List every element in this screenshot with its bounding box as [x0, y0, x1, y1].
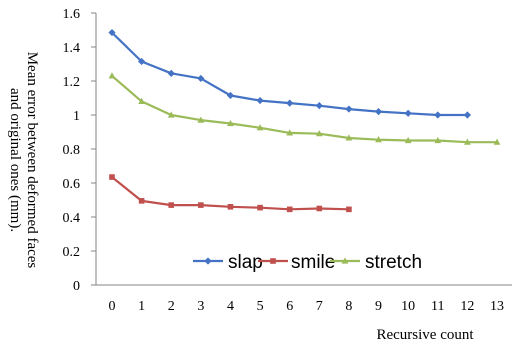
- x-tick-label: 7: [316, 299, 323, 314]
- x-tick-label: 0: [109, 299, 116, 314]
- data-point: [226, 91, 235, 100]
- y-tick-label: 1: [73, 109, 80, 124]
- x-tick-label: 11: [431, 299, 444, 314]
- y-tick-labels: 0 0.2 0.4 0.6 0.8 1 1.2 1.4 1.6: [63, 7, 81, 294]
- y-axis-title-line: Mean error between deformed faces: [24, 52, 40, 269]
- data-point: [345, 134, 353, 141]
- data-point: [345, 105, 353, 113]
- series-layer: [108, 28, 501, 213]
- data-point: [138, 57, 146, 66]
- data-point: [404, 136, 412, 144]
- y-tick-label: 1.2: [63, 75, 81, 90]
- series-smile: [109, 174, 352, 213]
- data-point: [286, 99, 294, 107]
- data-point: [198, 202, 204, 208]
- legend: slap smile stretch: [193, 252, 422, 273]
- legend-label: slap: [228, 252, 263, 273]
- x-tick-label: 1: [138, 299, 145, 314]
- data-point: [316, 205, 323, 212]
- data-point: [434, 136, 442, 144]
- data-point: [346, 206, 352, 213]
- x-tick-label: 2: [168, 299, 175, 314]
- data-point: [197, 116, 205, 123]
- y-tick-label: 0.6: [63, 177, 81, 192]
- data-point: [434, 111, 442, 119]
- y-tick-label: 1.6: [63, 7, 81, 22]
- x-tick-label: 13: [490, 299, 504, 314]
- x-tick-label: 4: [227, 299, 234, 314]
- legend-label: smile: [291, 252, 335, 273]
- data-point: [404, 109, 412, 117]
- x-tick-label: 3: [197, 299, 204, 314]
- data-point: [167, 69, 175, 77]
- data-point: [463, 111, 471, 119]
- series-stretch: [108, 72, 501, 145]
- x-tick-label: 6: [286, 299, 293, 314]
- data-point: [227, 119, 234, 127]
- data-point: [256, 124, 264, 131]
- legend-label: stretch: [365, 252, 422, 273]
- data-point: [256, 96, 264, 105]
- data-point: [204, 257, 212, 265]
- y-tick-label: 1.4: [63, 41, 81, 56]
- y-tick-label: 0.8: [63, 143, 81, 158]
- x-tick-labels: 0 1 2 3 4 5 6 7 8 9 10 11 12 13: [109, 299, 505, 314]
- data-point: [108, 72, 116, 79]
- y-tick-label: 0.2: [63, 245, 81, 260]
- series-line: [111, 75, 497, 144]
- y-axis-title: Mean error between deformed facesand ori…: [7, 52, 40, 269]
- data-point: [168, 202, 175, 208]
- data-point: [463, 138, 471, 145]
- x-axis-title: Recursive count: [376, 327, 474, 343]
- data-point: [108, 28, 116, 37]
- x-tick-label: 10: [401, 299, 415, 314]
- x-tick-label: 8: [345, 299, 352, 314]
- legend-item-smile: smile: [258, 252, 335, 273]
- data-point: [138, 198, 145, 204]
- data-point: [374, 108, 383, 116]
- data-point: [315, 130, 323, 137]
- data-point: [167, 111, 175, 118]
- series-slap: [108, 28, 471, 119]
- y-tick-label: 0.4: [63, 211, 81, 226]
- y-axis-title-line: and original ones (mm).: [7, 88, 23, 232]
- data-point: [109, 174, 115, 180]
- data-point: [197, 74, 205, 83]
- legend-item-stretch: stretch: [330, 252, 422, 273]
- data-point: [375, 136, 382, 143]
- legend-item-slap: slap: [193, 252, 263, 273]
- x-tick-label: 9: [375, 299, 382, 314]
- data-point: [257, 204, 263, 211]
- data-point: [315, 102, 323, 110]
- x-tick-label: 5: [257, 299, 264, 314]
- y-axis-title-text: Mean error between deformed facesand ori…: [7, 52, 40, 269]
- data-point: [286, 206, 293, 213]
- data-point: [138, 97, 146, 104]
- x-tick-label: 12: [460, 299, 474, 314]
- data-point: [227, 204, 234, 210]
- data-point: [341, 257, 349, 264]
- data-point: [286, 129, 294, 136]
- data-point: [270, 258, 276, 264]
- axes: [91, 12, 512, 286]
- data-point: [493, 138, 501, 145]
- y-tick-label: 0: [73, 279, 80, 294]
